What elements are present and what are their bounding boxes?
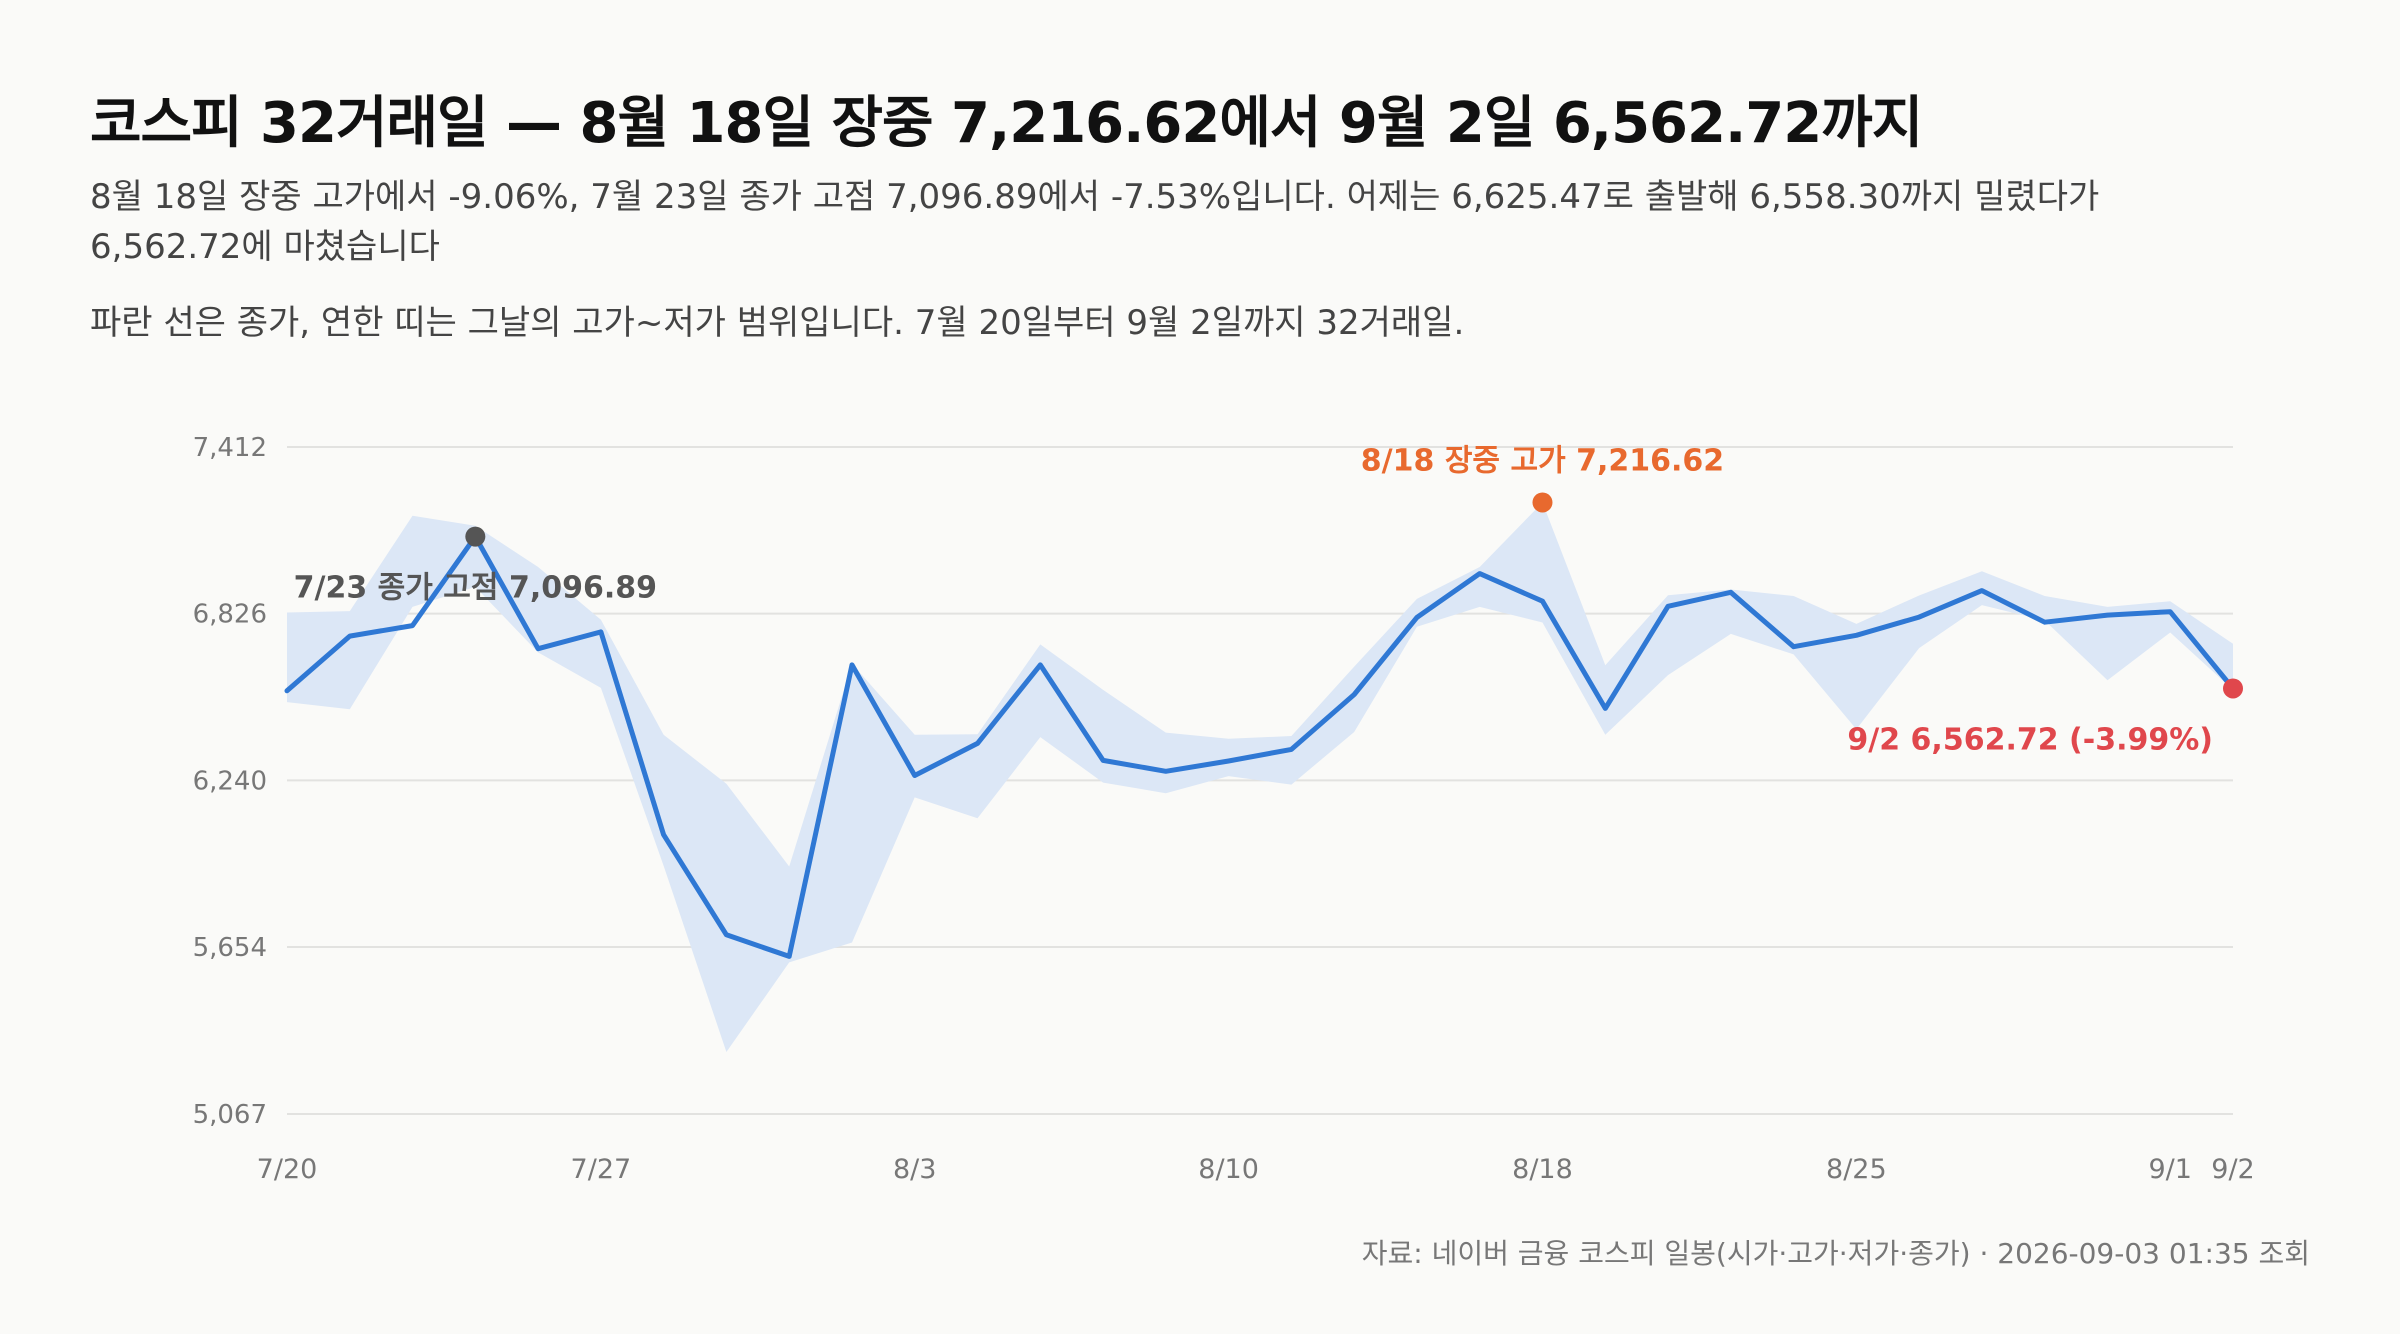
annotation-label-peak-close: 7/23 종가 고점 7,096.89 (294, 571, 657, 606)
x-tick-label: 7/20 (257, 1154, 318, 1185)
y-tick-label: 6,826 (193, 600, 267, 630)
x-tick-label: 8/25 (1826, 1154, 1887, 1185)
source-note: 자료: 네이버 금융 코스피 일봉(시가·고가·저가·종가) · 2026-09… (1361, 1237, 2310, 1270)
x-tick-label: 8/10 (1198, 1154, 1259, 1185)
annotation-marker-peak-high (1532, 492, 1553, 513)
annotation-marker-last (2223, 678, 2243, 699)
x-tick-label: 9/2 (2211, 1154, 2254, 1185)
high-low-range-band (287, 502, 2233, 1052)
y-tick-label: 5,654 (193, 933, 267, 963)
y-tick-label: 5,067 (193, 1100, 267, 1130)
y-tick-label: 7,412 (193, 433, 267, 463)
chart-note: 파란 선은 종가, 연한 띠는 그날의 고가~저가 범위입니다. 7월 20일부… (90, 303, 1465, 343)
close-price-line (284, 534, 2236, 959)
chart-title: 코스피 32거래일 — 8월 18일 장중 7,216.62에서 9월 2일 6… (90, 91, 1923, 156)
chart-subtitle: 8월 18일 장중 고가에서 -9.06%, 7월 23일 종가 고점 7,09… (90, 177, 2100, 267)
y-tick-label: 6,240 (193, 766, 267, 796)
annotation-label-last: 9/2 6,562.72 (-3.99%) (1847, 722, 2213, 757)
annotation-marker-peak-close (465, 526, 486, 547)
annotation-label-peak-high: 8/18 장중 고가 7,216.62 (1361, 443, 1724, 478)
x-tick-label: 7/27 (571, 1154, 632, 1185)
x-tick-label: 8/3 (893, 1154, 936, 1185)
x-tick-label: 8/18 (1512, 1154, 1573, 1185)
x-tick-label: 9/1 (2148, 1154, 2191, 1185)
